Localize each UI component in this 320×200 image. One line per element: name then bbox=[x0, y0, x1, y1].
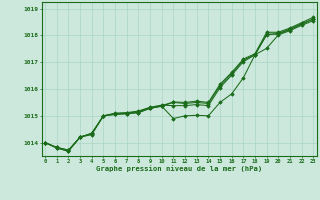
X-axis label: Graphe pression niveau de la mer (hPa): Graphe pression niveau de la mer (hPa) bbox=[96, 165, 262, 172]
